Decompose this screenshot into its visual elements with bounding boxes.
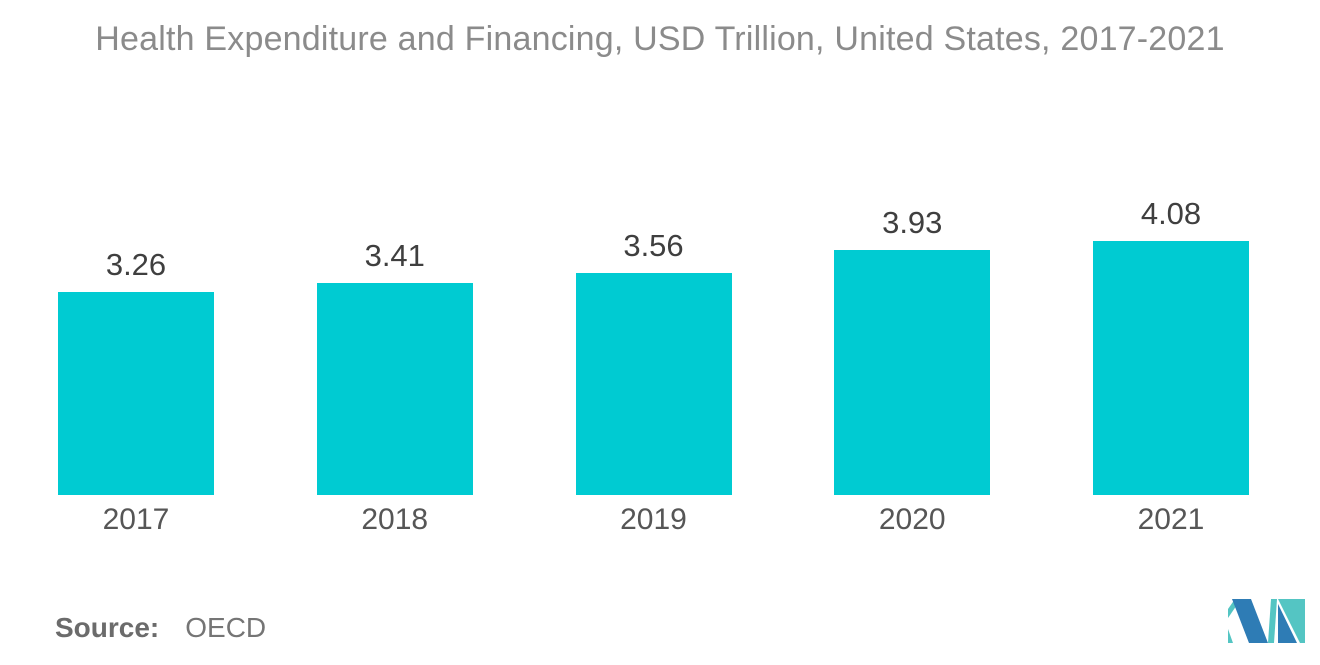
logo-teal-middle-band [1268, 599, 1277, 643]
source-row: Source: OECD [55, 612, 266, 644]
logo-teal-right-block [1278, 599, 1305, 643]
bar-value-label: 3.93 [882, 205, 943, 240]
x-axis-label: 2018 [361, 503, 429, 536]
bar-value-label: 3.26 [105, 247, 167, 282]
bar-2020 [834, 250, 991, 495]
bar-value-label: 4.08 [1140, 196, 1202, 231]
x-axis-label: 2020 [878, 503, 946, 536]
bar-value-label: 3.41 [364, 238, 425, 273]
bar-2019 [575, 273, 732, 495]
x-axis-label: 2017 [102, 503, 170, 536]
x-axis-label: 2021 [1137, 503, 1205, 536]
logo-blue-right-triangle [1278, 604, 1297, 643]
chart-title: Health Expenditure and Financing, USD Tr… [95, 20, 1225, 58]
source-label: Source: [55, 612, 160, 643]
bar-value-label: 3.56 [623, 228, 684, 263]
bar-2017 [58, 292, 214, 495]
logo-teal-bottom-left-wedge [1228, 629, 1233, 643]
bar-2018 [316, 283, 473, 495]
x-axis-label: 2019 [620, 503, 687, 536]
bar-2021 [1093, 241, 1249, 495]
mordor-intelligence-logo [1228, 599, 1305, 643]
logo-blue-left-band [1232, 599, 1268, 643]
source-value: OECD [185, 612, 267, 643]
